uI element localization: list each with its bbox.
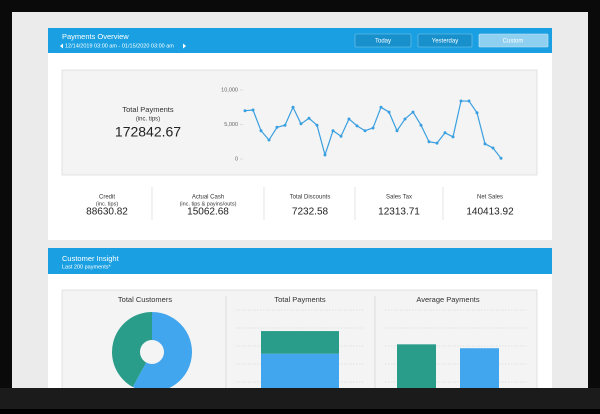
panel-title: Average Payments <box>416 295 479 304</box>
button-label[interactable]: Custom <box>503 39 524 45</box>
card-subtitle: Last 200 payments* <box>62 264 111 270</box>
line-point <box>371 126 375 130</box>
line-point <box>291 105 295 109</box>
card-title: Payments Overview <box>62 32 129 41</box>
stacked-bar <box>261 353 339 388</box>
stat-value: 7232.58 <box>292 207 329 218</box>
line-point <box>491 146 495 150</box>
y-tick-label: 5,000 <box>224 122 238 128</box>
stat-label: Actual Cash <box>192 195 224 201</box>
line-point <box>299 122 303 126</box>
line-point <box>323 153 327 157</box>
button[interactable] <box>417 33 473 48</box>
stat-label: Credit <box>99 195 115 201</box>
stat-value: 12313.71 <box>378 207 420 218</box>
panel-title: Total Payments <box>274 295 326 304</box>
bezel-bottom <box>0 388 600 409</box>
line-point <box>275 125 279 129</box>
stat-value: 140413.92 <box>466 207 514 218</box>
line-point <box>347 117 351 121</box>
line-point <box>307 116 311 120</box>
line-point <box>387 110 391 114</box>
stat-label: Net Sales <box>477 195 503 201</box>
line-point <box>483 142 487 146</box>
line-point <box>283 123 287 127</box>
line-point <box>243 109 247 113</box>
line-point <box>467 99 471 103</box>
line-point <box>435 141 439 145</box>
summary-box <box>61 69 538 176</box>
panel-title: Total Customers <box>118 295 172 304</box>
line-point <box>499 156 503 160</box>
line-point <box>427 140 431 144</box>
stat-value: 15062.68 <box>187 207 229 218</box>
line-point <box>259 129 263 133</box>
stat-sublabel: (inc. tips & payins/outs) <box>180 201 237 207</box>
stat-label: Sales Tax <box>386 195 412 201</box>
line-point <box>363 129 367 133</box>
button-label[interactable]: Today <box>375 39 391 45</box>
line-point <box>419 123 423 127</box>
button-label[interactable]: Yesterday <box>432 39 458 45</box>
line-point <box>451 135 455 139</box>
button[interactable] <box>354 33 412 48</box>
line-point <box>395 129 399 133</box>
line-point <box>379 105 383 109</box>
donut-slice <box>112 312 152 388</box>
card-header <box>48 248 552 274</box>
line-point <box>443 131 447 135</box>
date-range[interactable]: 12/14/2019 03:00 am - 01/15/2020 03:00 a… <box>65 43 174 49</box>
total-value: 172842.67 <box>115 124 181 140</box>
line-point <box>315 123 319 127</box>
stat-label: Total Discounts <box>290 195 331 201</box>
stacked-bar <box>261 331 339 354</box>
line-point <box>355 124 359 128</box>
y-tick-label: 0 <box>235 156 238 162</box>
bar <box>460 348 499 388</box>
bar <box>397 344 436 388</box>
line-point <box>339 134 343 138</box>
line-point <box>251 108 255 112</box>
line-point <box>411 110 415 114</box>
y-tick-label: 10,000 <box>221 87 238 93</box>
stat-value: 88630.82 <box>86 207 128 218</box>
line-point <box>267 138 271 142</box>
button-active[interactable] <box>478 33 549 48</box>
donut-slice <box>132 312 193 393</box>
stat-sublabel: (inc. tips) <box>96 201 118 207</box>
line-point <box>459 99 463 103</box>
line-point <box>331 129 335 133</box>
card-title: Customer Insight <box>62 254 120 263</box>
line-point <box>403 117 407 121</box>
line-point <box>475 111 479 115</box>
total-label: Total Payments <box>122 105 174 114</box>
total-sublabel: (inc. tips) <box>136 117 160 123</box>
